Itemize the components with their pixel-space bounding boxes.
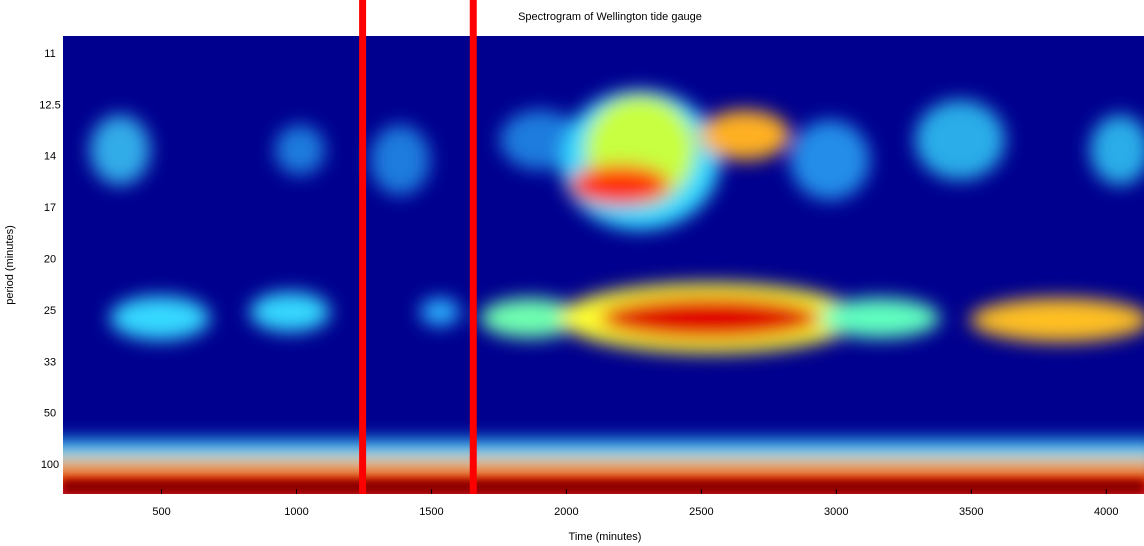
y-tick-label: 25 (44, 305, 56, 317)
plot-area (63, 36, 1144, 494)
blob (90, 115, 150, 185)
x-tick-label: 3000 (824, 506, 848, 518)
x-tick-label: 2000 (554, 506, 578, 518)
blob (500, 110, 580, 170)
x-tick-label: 1500 (419, 506, 443, 518)
y-axis-label: period (minutes) (4, 225, 16, 304)
chart-title: Spectrogram of Wellington tide gauge (518, 11, 702, 23)
y-tick-label: 17 (44, 202, 56, 214)
band (63, 480, 1144, 494)
x-tick-label: 4000 (1094, 506, 1118, 518)
y-tick-label: 12.5 (39, 99, 60, 111)
blob (970, 298, 1144, 342)
blob (915, 100, 1005, 180)
x-tick-label: 3500 (959, 506, 983, 518)
blob (570, 165, 670, 205)
blob (700, 110, 790, 160)
y-tick-label: 33 (44, 356, 56, 368)
x-tick-label: 2500 (689, 506, 713, 518)
blob (250, 292, 330, 332)
blob (110, 296, 210, 340)
y-tick-label: 11 (44, 48, 55, 60)
x-axis-label: Time (minutes) (569, 531, 642, 543)
y-tick-label: 20 (44, 254, 56, 266)
blob (600, 296, 820, 340)
blob (370, 125, 430, 195)
x-tick-label: 500 (152, 506, 170, 518)
blob (820, 298, 940, 338)
blob (1090, 115, 1144, 185)
blob (790, 120, 870, 200)
y-tick-label: 14 (44, 151, 56, 163)
y-tick-label: 100 (41, 459, 59, 471)
y-tick-label: 50 (44, 408, 56, 420)
blob (480, 298, 580, 338)
blob (420, 298, 460, 326)
blob (275, 125, 325, 175)
x-tick-label: 1000 (284, 506, 308, 518)
heat-blobs (63, 90, 1144, 494)
